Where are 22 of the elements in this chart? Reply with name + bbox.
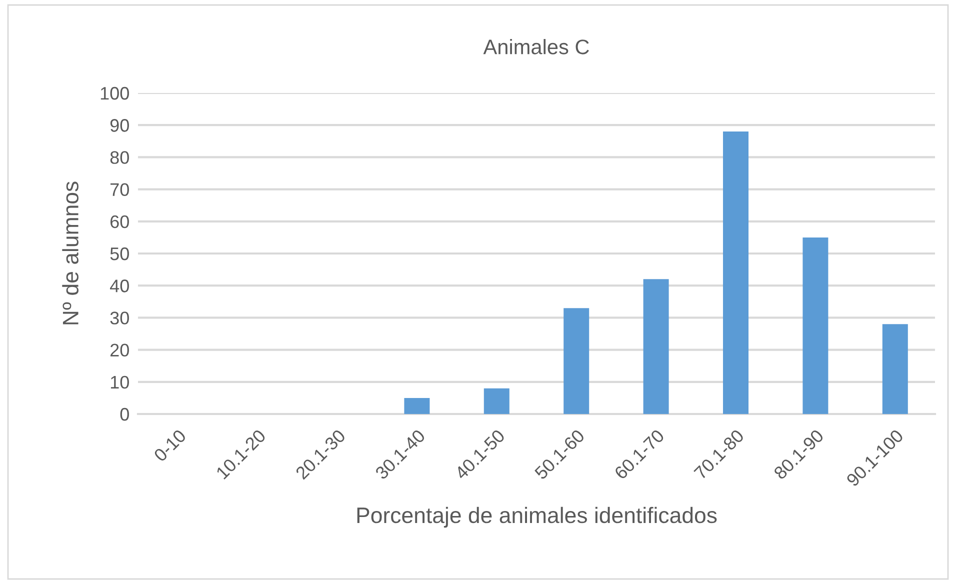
x-tick-label: 0-10 xyxy=(153,428,187,462)
y-tick-label: 10 xyxy=(110,376,129,389)
y-tick-label: 40 xyxy=(110,280,129,292)
y-tick-label: 60 xyxy=(110,215,129,228)
bar xyxy=(643,279,669,414)
bar xyxy=(802,237,828,414)
y-tick-label: 90 xyxy=(110,119,129,132)
y-tick-label: 50 xyxy=(110,247,129,260)
y-tick-label: 80 xyxy=(110,151,129,164)
y-axis-title: Nº de alumnos xyxy=(62,182,78,324)
y-tick-label: 100 xyxy=(100,86,129,100)
bar xyxy=(723,132,748,414)
bar xyxy=(484,388,510,414)
bar xyxy=(564,308,590,414)
bar xyxy=(404,398,430,414)
bar xyxy=(882,324,908,414)
chart-title: Animales C xyxy=(483,39,589,54)
x-axis-title: Porcentaje de animales identificados xyxy=(357,506,717,528)
y-tick-label: 20 xyxy=(110,344,129,357)
y-tick-label: 70 xyxy=(110,183,129,196)
y-tick-label: 0 xyxy=(120,408,129,421)
y-tick-label: 30 xyxy=(110,312,129,324)
